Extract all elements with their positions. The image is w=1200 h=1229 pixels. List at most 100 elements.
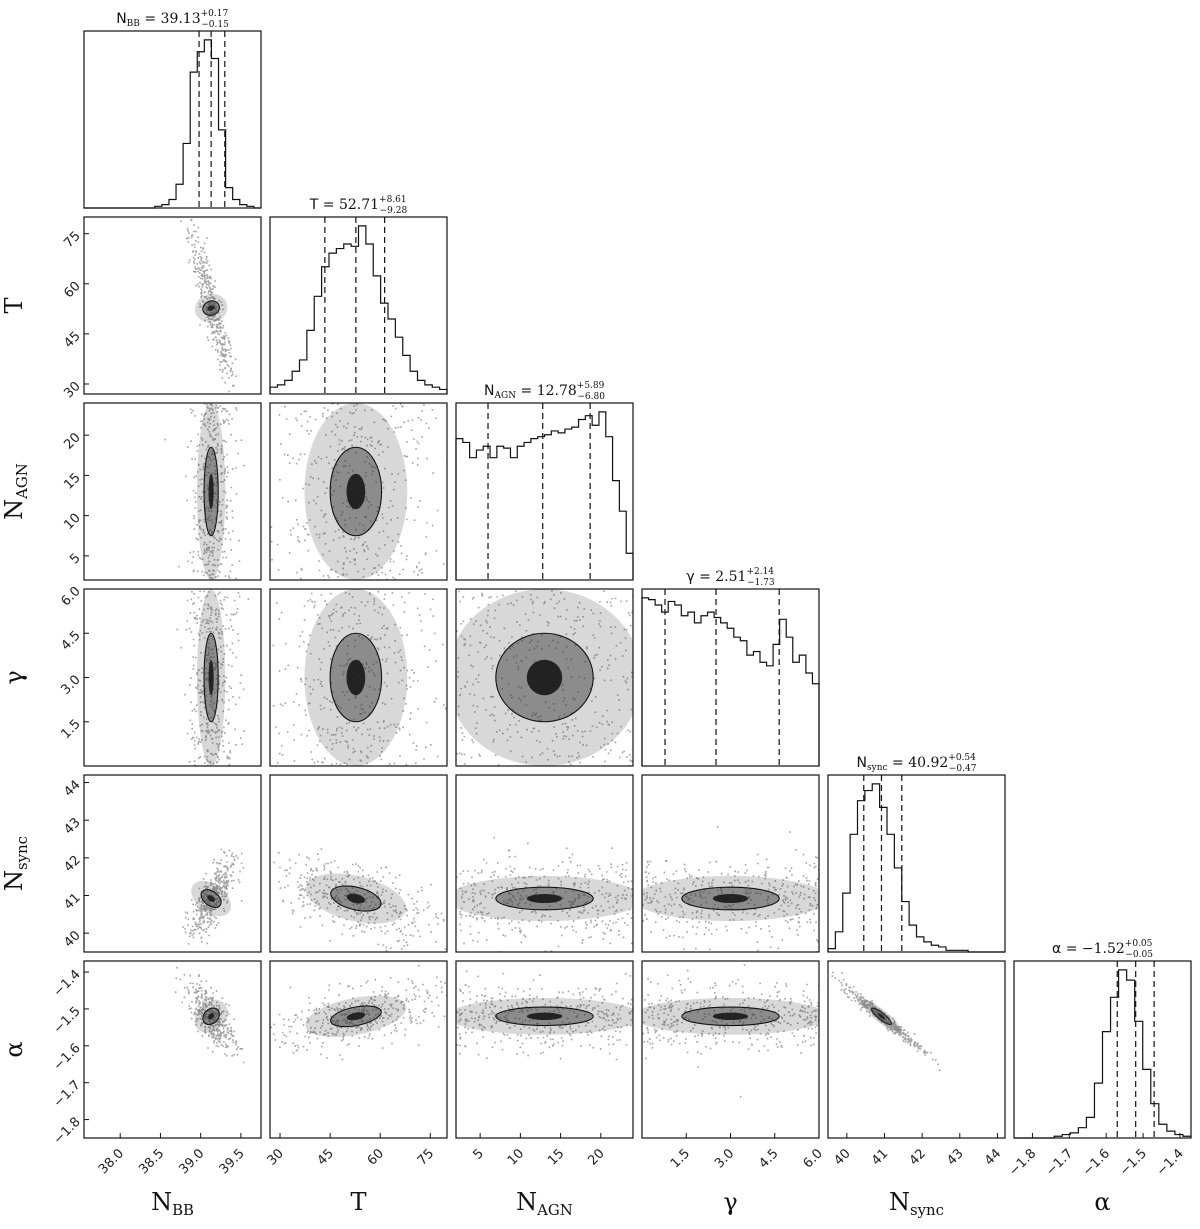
title-plus: +2.14 xyxy=(746,567,774,577)
panel-frame xyxy=(83,216,262,395)
y-axis-label-NAGN-main: N xyxy=(0,499,28,520)
scatter-panel-gamma-Nsync xyxy=(641,774,820,953)
y-axis-label-gamma-main: γ xyxy=(0,670,28,684)
x-tick-label: 3.0 xyxy=(712,1146,737,1171)
scatter-points xyxy=(164,403,245,580)
hist-panel-Nsync: Nsync = 40.92+0.54 −0.47 xyxy=(827,753,1006,953)
density-core xyxy=(208,473,214,510)
y-tick-label: 43 xyxy=(61,815,83,837)
panel-frame xyxy=(455,402,634,581)
y-tick-label: 41 xyxy=(61,891,83,913)
density-core xyxy=(346,473,366,510)
title-plus: +8.61 xyxy=(379,195,407,205)
panel-frame xyxy=(641,774,820,953)
x-tick-label: 44 xyxy=(982,1146,1004,1168)
scatter-panel-NBB-Nsync: 40 41 42 43 44 xyxy=(61,774,262,953)
y-axis-label-gamma: γ xyxy=(0,670,28,684)
title-symbol: N xyxy=(484,383,494,399)
scatter-points xyxy=(642,964,819,1098)
title-symbol: T xyxy=(309,197,319,213)
x-tick-label: 45 xyxy=(315,1146,337,1168)
scatter-points xyxy=(456,590,633,766)
density-layer xyxy=(270,403,447,580)
scatter-points xyxy=(174,966,245,1064)
x-axis-label-NBB-main: N xyxy=(151,1188,172,1216)
x-tick-label: 38.0 xyxy=(96,1146,127,1177)
density-layer xyxy=(456,589,633,766)
y-tick-label: 45 xyxy=(61,329,83,351)
panel-frame xyxy=(269,588,448,767)
scatter-panel-NBB-T: 30 45 60 75 xyxy=(61,216,262,401)
x-tick-label: 6.0 xyxy=(801,1146,826,1171)
title-symbol: γ xyxy=(686,569,694,585)
y-tick-label: −1.5 xyxy=(51,1004,84,1037)
title-symbol: α xyxy=(1052,941,1061,957)
title-median: = 40.92 xyxy=(888,755,949,771)
density-layer xyxy=(456,970,633,1061)
y-axis-label-alpha: α xyxy=(0,1041,28,1057)
scatter-points xyxy=(831,971,941,1072)
x-tick-label: 1.5 xyxy=(668,1146,693,1171)
y-tick-label: 15 xyxy=(61,470,83,492)
title-median: = 12.78 xyxy=(516,383,577,399)
title-symbol: N xyxy=(116,11,126,27)
title-plus: +0.17 xyxy=(201,9,229,19)
y-tick-label: 4.5 xyxy=(58,628,83,653)
y-tick-label: 1.5 xyxy=(58,717,83,742)
panel-frame xyxy=(455,960,634,1139)
title-plus: +0.54 xyxy=(948,753,976,763)
hist-title: Nsync = 40.92+0.54 −0.47 xyxy=(857,753,977,774)
x-tick-label: −1.4 xyxy=(1154,1146,1187,1179)
y-tick-label: 44 xyxy=(61,778,83,800)
y-tick-label: −1.7 xyxy=(51,1078,84,1111)
y-tick-label: −1.4 xyxy=(51,967,84,1000)
x-tick-label: −1.7 xyxy=(1043,1146,1076,1179)
x-axis-label-NAGN-sub: AGN xyxy=(536,1201,573,1219)
density-layer xyxy=(270,964,447,1061)
y-axis-label-Nsync: Nsync xyxy=(0,836,31,891)
y-tick-label: 5 xyxy=(67,551,83,567)
x-axis-label-gamma-main: γ xyxy=(723,1188,737,1216)
panel-frame xyxy=(641,960,820,1139)
y-tick-label: 75 xyxy=(61,229,83,251)
title-median: = −1.52 xyxy=(1061,941,1125,957)
x-tick-label: 15 xyxy=(545,1146,567,1168)
hist-title: NBB = 39.13+0.17 −0.15 xyxy=(116,9,229,30)
y-tick-label: −1.8 xyxy=(51,1115,84,1148)
density-core xyxy=(526,659,563,696)
hist-panel-T: T = 52.71+8.61 −9.28 xyxy=(269,195,448,395)
panel-frame xyxy=(269,960,448,1139)
x-tick-label: 60 xyxy=(365,1146,387,1168)
y-tick-label: 20 xyxy=(61,430,83,452)
hist-panel-NAGN: NAGN = 12.78+5.89 −6.80 xyxy=(455,381,634,581)
title-median: = 2.51 xyxy=(695,569,747,585)
panel-frame xyxy=(641,588,820,767)
panel-frame xyxy=(83,960,262,1139)
density-core xyxy=(712,894,749,904)
x-axis-label-NBB: NBB xyxy=(151,1188,194,1219)
title-subscript: sync xyxy=(867,763,888,773)
density-layer xyxy=(174,966,245,1064)
y-tick-label: 40 xyxy=(61,928,83,950)
hist-panel-gamma: γ = 2.51+2.14 −1.73 xyxy=(641,567,820,767)
title-median: = 39.13 xyxy=(140,11,201,27)
density-layer xyxy=(176,589,250,766)
title-minus: −1.73 xyxy=(747,578,775,588)
y-axis-label-Nsync-sub: sync xyxy=(13,836,31,870)
x-tick-label: 38.5 xyxy=(136,1146,167,1177)
scatter-panel-NBB-gamma: 1.5 3.0 4.5 6.0 xyxy=(58,584,262,767)
density-layer xyxy=(270,589,447,766)
density-core xyxy=(712,1012,749,1020)
title-median: = 52.71 xyxy=(318,197,379,213)
scatter-points xyxy=(176,590,250,766)
density-core xyxy=(346,659,366,696)
histogram-steps xyxy=(269,225,448,394)
x-tick-label: 39.5 xyxy=(217,1146,248,1177)
density-layer xyxy=(164,403,245,580)
scatter-panel-NAGN-Nsync xyxy=(455,774,634,953)
histogram-steps xyxy=(84,39,261,209)
x-tick-label: 5 xyxy=(471,1146,487,1162)
hist-title: NAGN = 12.78+5.89 −6.80 xyxy=(484,381,605,402)
density-core xyxy=(346,1012,366,1021)
y-tick-label: 3.0 xyxy=(58,673,83,698)
